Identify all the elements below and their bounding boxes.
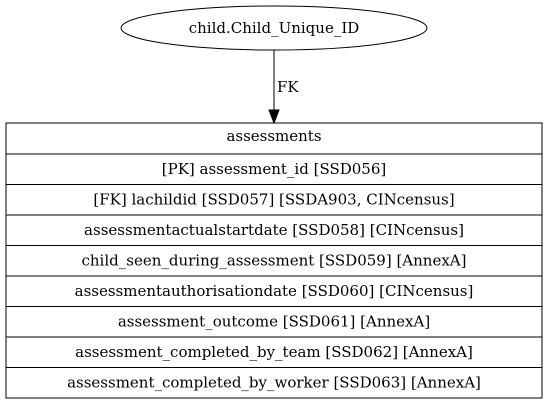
table-border	[5, 122, 543, 399]
table-row-1: [PK] assessment_id [SSD056]	[162, 160, 387, 178]
table-row-3: assessmentactualstartdate [SSD058] [CINc…	[84, 221, 464, 239]
table-row-8: assessment_completed_by_worker [SSD063] …	[67, 374, 481, 392]
assessments-table: assessments [PK] assessment_id [SSD056][…	[5, 122, 543, 399]
source-node: child.Child_Unique_ID	[120, 5, 428, 51]
fk-edge: FK	[268, 50, 299, 125]
fk-edge-arrowhead	[268, 109, 280, 125]
source-node-label: child.Child_Unique_ID	[189, 19, 360, 37]
fk-edge-label: FK	[277, 78, 299, 96]
table-rows: [PK] assessment_id [SSD056] [FK] lachildi…	[6, 153, 542, 392]
table-row-5: assessmentauthorisationdate [SSD060] [CI…	[75, 282, 474, 300]
table-row-7: assessment_completed_by_team [SSD062] [A…	[75, 343, 473, 361]
table-row-6: assessment_outcome [SSD061] [AnnexA]	[118, 313, 430, 331]
table-title: assessments	[226, 127, 321, 145]
table-row-2: [FK] lachildid [SSD057] [SSDA903, CINcen…	[93, 191, 454, 209]
table-row-4: child_seen_during_assessment [SSD059] [A…	[82, 252, 467, 270]
